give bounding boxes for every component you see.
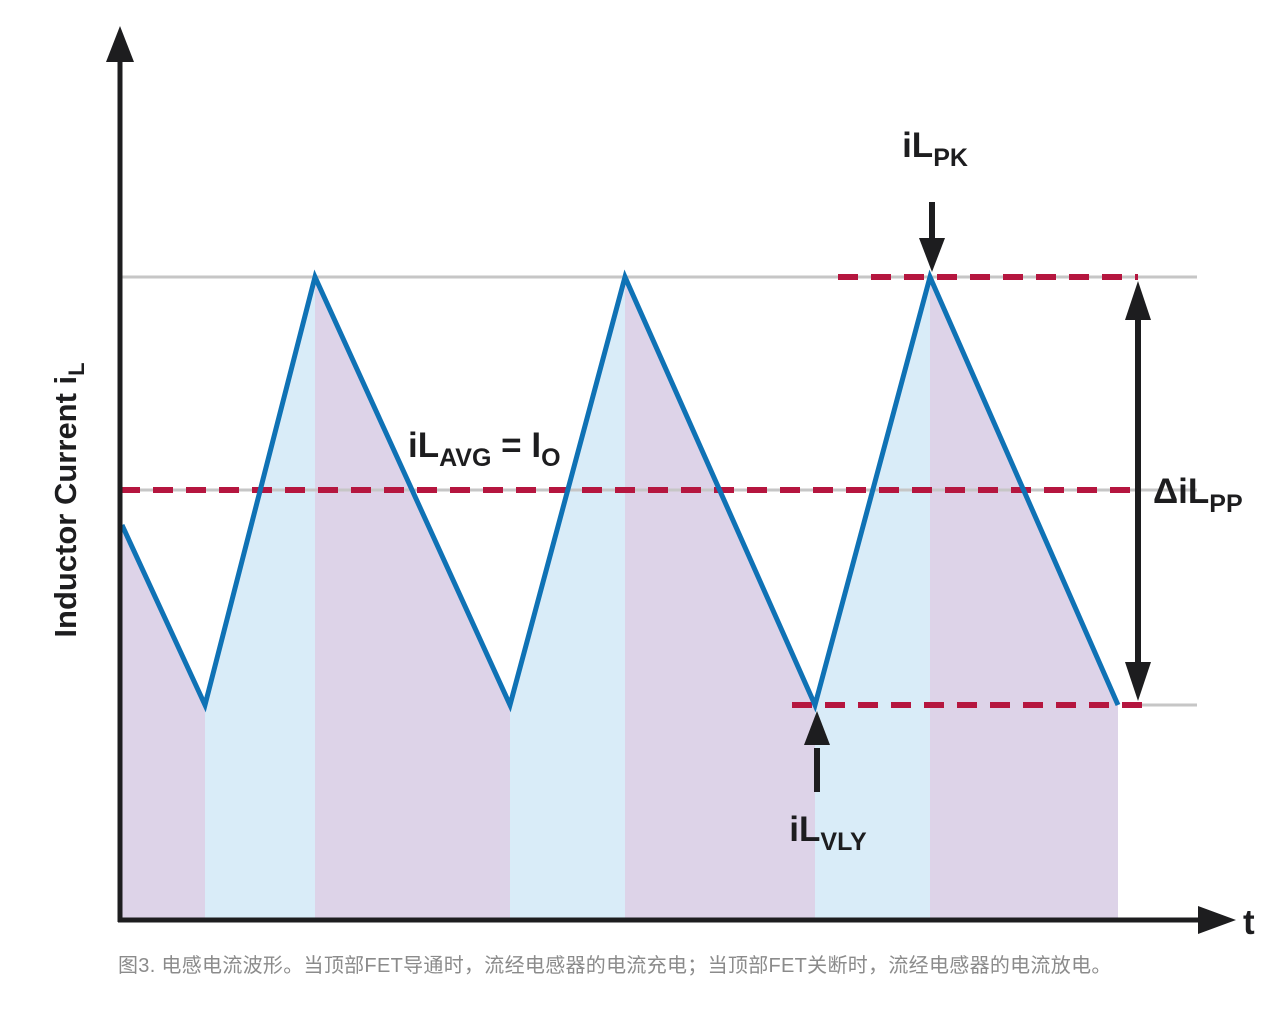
x-axis-label: t [1243,903,1255,942]
fill-discharge-segment [625,277,815,919]
fill-charge-segment [815,277,930,919]
valley-label-subscript: VLY [820,828,867,856]
avg-label-equals-subscript: O [541,444,560,472]
ripple-label-main: ΔiL [1153,472,1209,511]
y-axis-label-subscript: L [64,362,89,375]
avg-label-subscript: AVG [439,444,491,472]
avg-label-main: iL [408,426,439,465]
y-axis-label: Inductor Current iL [48,362,89,637]
valley-current-label: iLVLY [789,810,867,856]
figure-caption: 图3. 电感电流波形。当顶部FET导通时，流经电感器的电流充电；当顶部FET关断… [118,955,1112,977]
fill-discharge-segment [315,277,510,919]
peak-current-label: iLPK [902,126,968,172]
ripple-label-subscript: PP [1209,490,1242,518]
peak-label-subscript: PK [933,144,968,172]
y-axis-label-main: Inductor Current i [48,376,83,638]
average-current-label: iLAVG = IO [408,426,561,472]
valley-pointer-arrowhead-icon [804,711,830,745]
fill-discharge-segment [122,525,205,919]
ripple-span-top-arrowhead-icon [1125,281,1151,320]
avg-label-equals: = I [491,426,541,465]
inductor-current-trace [119,269,1121,713]
ripple-span-bottom-arrowhead-icon [1125,662,1151,701]
peak-pointer-arrowhead-icon [919,238,945,272]
ripple-current-label: ΔiLPP [1153,472,1243,518]
fill-discharge-segment [930,277,1118,919]
fill-charge-segment [205,277,315,919]
fill-charge-segment [510,277,625,919]
y-axis-arrowhead-icon [106,26,134,62]
peak-label-main: iL [902,126,933,165]
valley-label-main: iL [789,810,820,849]
x-axis-arrowhead-icon [1198,906,1236,934]
